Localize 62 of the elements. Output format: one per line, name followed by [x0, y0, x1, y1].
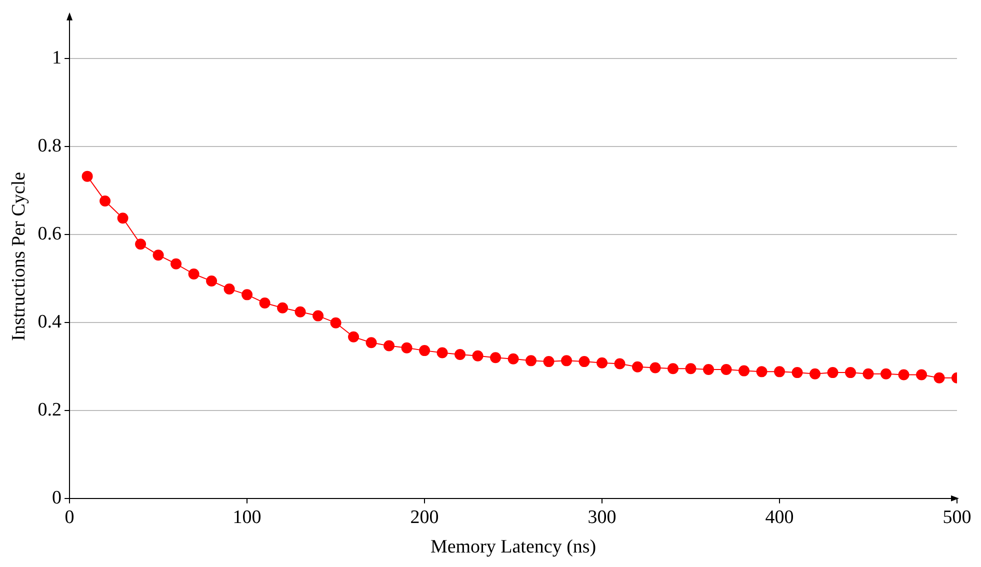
- point: [294, 306, 306, 318]
- point: [880, 368, 892, 380]
- point: [366, 337, 377, 348]
- point: [472, 350, 484, 362]
- point: [810, 368, 821, 380]
- point: [135, 238, 146, 250]
- point: [277, 302, 288, 314]
- x-tick-label: 300: [588, 506, 616, 528]
- x-tick-label: 100: [232, 506, 262, 528]
- point: [774, 366, 786, 378]
- point: [259, 298, 270, 309]
- x-tick-label: 200: [410, 506, 439, 528]
- point: [152, 250, 164, 261]
- point: [188, 268, 200, 280]
- point: [526, 355, 537, 366]
- point: [419, 345, 430, 356]
- point: [738, 365, 750, 376]
- point: [862, 368, 874, 380]
- x-axis-title: Memory Latency (ns): [430, 536, 596, 558]
- y-tick-label: 0.6: [38, 223, 62, 244]
- point: [756, 366, 768, 378]
- y-tick-label: 0.2: [38, 399, 62, 420]
- y-axis-title: Instructions Per Cycle: [8, 172, 30, 341]
- point: [614, 358, 626, 370]
- point: [934, 372, 945, 384]
- point: [596, 357, 608, 368]
- point: [792, 367, 803, 378]
- point: [330, 317, 342, 328]
- point: [206, 276, 218, 287]
- point: [224, 283, 235, 294]
- point: [916, 369, 927, 380]
- point: [827, 367, 838, 378]
- point: [632, 361, 644, 372]
- point: [845, 367, 856, 378]
- point: [508, 353, 519, 364]
- x-tick-label: 500: [942, 506, 972, 528]
- y-tick-label: 0.4: [38, 311, 62, 332]
- point: [668, 363, 679, 374]
- point: [170, 258, 182, 270]
- point: [543, 356, 554, 368]
- point: [117, 212, 128, 224]
- point: [436, 347, 448, 358]
- point: [242, 289, 253, 300]
- point: [348, 331, 360, 342]
- point: [650, 362, 661, 374]
- y-tick-label: 0.8: [38, 135, 62, 156]
- y-tick-label: 1: [52, 47, 62, 68]
- point: [312, 310, 324, 322]
- point: [578, 356, 590, 368]
- point: [703, 364, 714, 375]
- point: [720, 364, 732, 375]
- point: [384, 340, 395, 352]
- point: [401, 342, 412, 354]
- point: [100, 195, 111, 206]
- point: [490, 352, 502, 364]
- x-tick-label: 400: [765, 506, 794, 528]
- point: [685, 363, 696, 374]
- point: [898, 369, 910, 380]
- point: [82, 170, 93, 182]
- point: [454, 349, 466, 360]
- point: [561, 355, 572, 366]
- y-tick-label: 0: [52, 487, 62, 508]
